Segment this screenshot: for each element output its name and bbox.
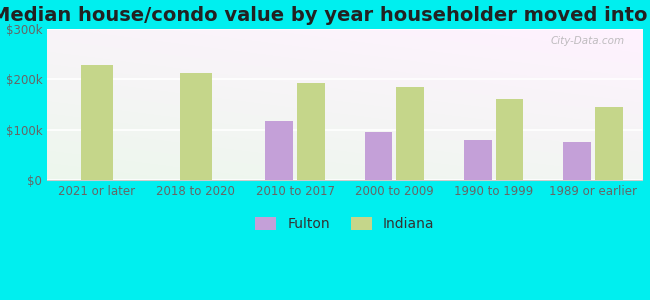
Bar — [495, 99, 523, 180]
Bar — [81, 65, 112, 180]
Bar — [563, 142, 591, 180]
Bar — [297, 83, 325, 180]
Bar — [464, 140, 491, 180]
Bar — [265, 121, 293, 180]
Legend: Fulton, Indiana: Fulton, Indiana — [250, 212, 439, 237]
Text: City-Data.com: City-Data.com — [551, 37, 625, 46]
Bar — [396, 87, 424, 180]
Bar — [595, 107, 623, 180]
Bar — [365, 132, 393, 180]
Bar — [180, 73, 212, 180]
Title: Median house/condo value by year householder moved into unit: Median house/condo value by year househo… — [0, 6, 650, 25]
